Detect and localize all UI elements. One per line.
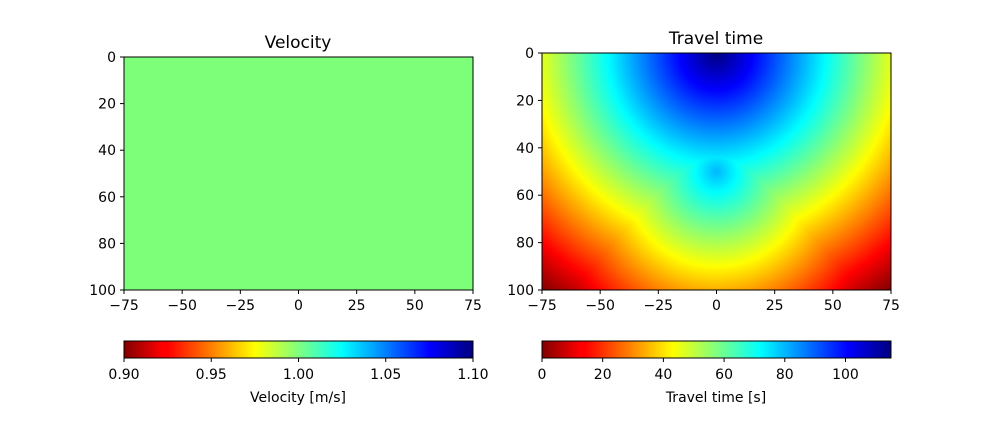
travel-time-colorbar: 0 20 40 60 80 100 Travel time [s] bbox=[538, 340, 892, 406]
velocity-title: Velocity bbox=[265, 33, 332, 53]
y-tick-label: 20 bbox=[98, 97, 116, 113]
y-tick-label: 100 bbox=[507, 283, 534, 299]
colorbar-tick-label: 0 bbox=[538, 367, 547, 383]
colorbar-tick-label: 1.10 bbox=[457, 367, 488, 383]
travel-time-title: Travel time bbox=[668, 29, 763, 49]
y-tick-label: 0 bbox=[525, 46, 534, 62]
colorbar-tick-label: 20 bbox=[594, 367, 612, 383]
x-tick-label: 25 bbox=[348, 298, 366, 314]
x-tick-label: −50 bbox=[585, 298, 615, 314]
x-tick-label: −75 bbox=[527, 298, 557, 314]
y-tick-label: 80 bbox=[516, 236, 534, 252]
travel-time-colorbar-label: Travel time [s] bbox=[665, 390, 766, 406]
x-tick-label: 0 bbox=[712, 298, 721, 314]
y-tick-label: 80 bbox=[98, 236, 116, 252]
colorbar-tick-label: 100 bbox=[832, 367, 859, 383]
y-tick-label: 40 bbox=[98, 143, 116, 159]
travel-time-axis-ticks: −75 −50 −25 0 25 50 75 0 20 40 60 80 100 bbox=[507, 46, 900, 314]
x-tick-label: −25 bbox=[226, 298, 256, 314]
x-tick-label: 75 bbox=[464, 298, 482, 314]
velocity-axis-ticks: −75 −50 −25 0 25 50 75 0 20 40 60 80 100 bbox=[89, 50, 482, 314]
x-tick-label: 25 bbox=[766, 298, 784, 314]
y-tick-label: 60 bbox=[98, 190, 116, 206]
travel-time-colorbar-gradient bbox=[541, 340, 892, 359]
velocity-panel: Velocity −75 −50 −25 0 25 50 75 0 20 40 60 80 100 bbox=[89, 33, 482, 314]
colorbar-tick-label: 1.00 bbox=[283, 367, 314, 383]
velocity-colorbar-label: Velocity [m/s] bbox=[250, 390, 346, 406]
velocity-colorbar-ticks: 0.90 0.95 1.00 1.05 1.10 bbox=[108, 358, 489, 383]
x-tick-label: −50 bbox=[167, 298, 197, 314]
travel-time-panel: Travel time −75 −50 −25 0 25 50 75 0 20 40 60 80 100 bbox=[507, 29, 900, 314]
colorbar-tick-label: 0.90 bbox=[108, 367, 139, 383]
x-tick-label: 75 bbox=[882, 298, 900, 314]
y-tick-label: 40 bbox=[516, 141, 534, 157]
x-tick-label: 0 bbox=[294, 298, 303, 314]
y-tick-label: 60 bbox=[516, 188, 534, 204]
colorbar-tick-label: 80 bbox=[776, 367, 794, 383]
travel-time-colorbar-ticks: 0 20 40 60 80 100 bbox=[538, 358, 859, 383]
y-tick-label: 20 bbox=[516, 93, 534, 109]
y-tick-label: 100 bbox=[89, 283, 116, 299]
x-tick-label: 50 bbox=[824, 298, 842, 314]
x-tick-label: −25 bbox=[644, 298, 674, 314]
velocity-field bbox=[124, 57, 473, 290]
velocity-colorbar: 0.90 0.95 1.00 1.05 1.10 Velocity [m/s] bbox=[108, 340, 489, 406]
x-tick-label: 50 bbox=[406, 298, 424, 314]
y-tick-label: 0 bbox=[107, 50, 116, 66]
colorbar-tick-label: 40 bbox=[654, 367, 672, 383]
colorbar-tick-label: 0.95 bbox=[196, 367, 227, 383]
colorbar-tick-label: 1.05 bbox=[370, 367, 401, 383]
velocity-colorbar-gradient bbox=[123, 340, 474, 359]
x-tick-label: −75 bbox=[109, 298, 139, 314]
travel-time-field bbox=[542, 53, 891, 290]
colorbar-tick-label: 60 bbox=[715, 367, 733, 383]
